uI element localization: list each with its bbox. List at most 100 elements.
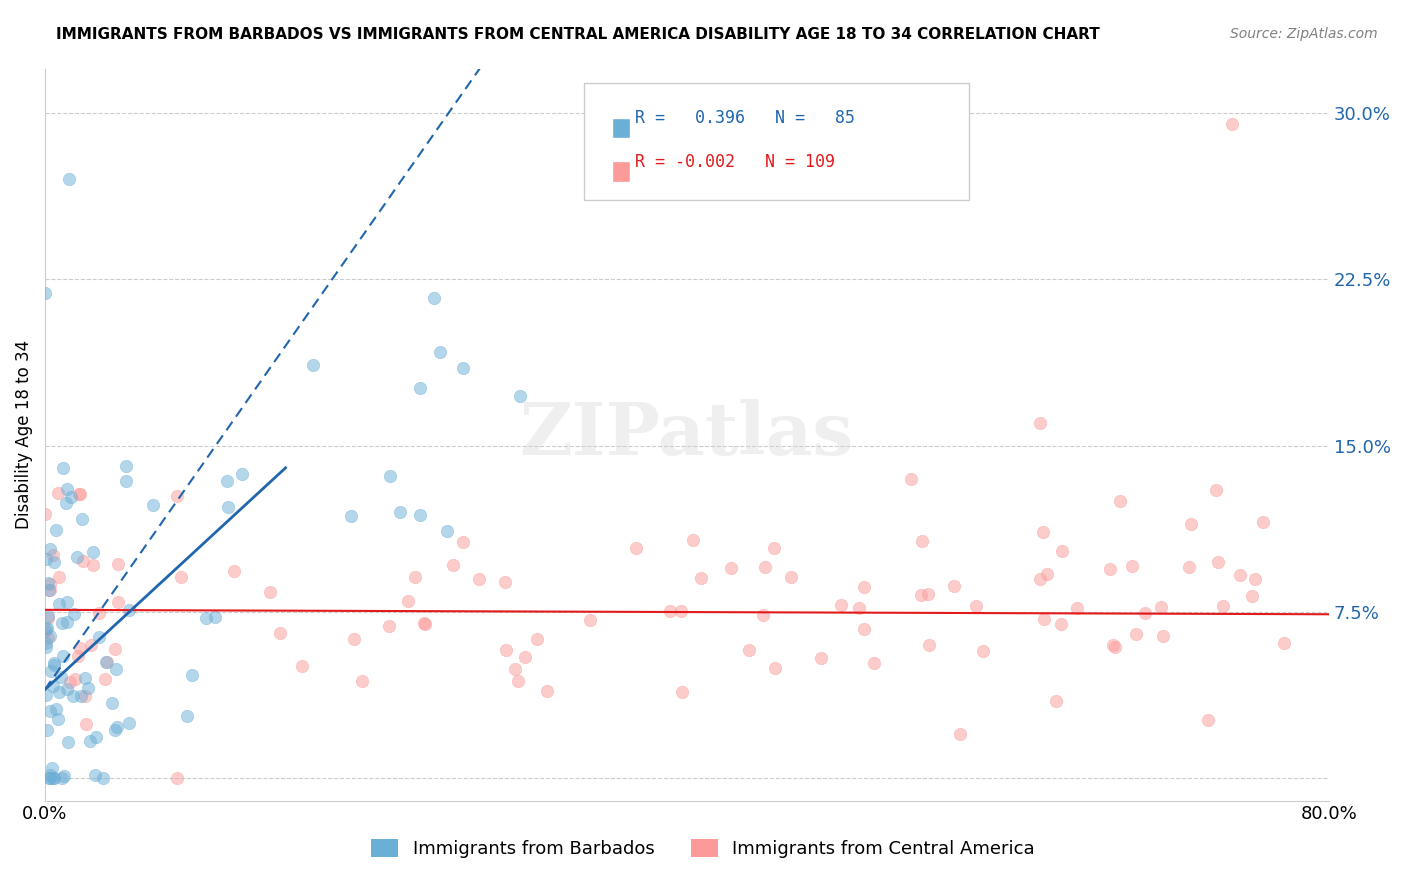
Point <box>467 572 489 586</box>
Point <box>1212 599 1234 613</box>
Bar <box>613 118 630 138</box>
Point <box>1205 483 1227 497</box>
Point <box>509 389 531 403</box>
Point <box>409 381 432 395</box>
Point <box>762 541 785 555</box>
Point <box>115 459 138 474</box>
Point <box>413 616 436 631</box>
Point <box>96 655 118 669</box>
Point <box>39 582 62 597</box>
Point <box>35 723 58 737</box>
Point <box>75 717 97 731</box>
Point <box>67 487 90 501</box>
Point <box>658 605 681 619</box>
Text: ZIPatlas: ZIPatlas <box>520 399 853 470</box>
Point <box>46 486 69 500</box>
Point <box>853 622 876 636</box>
Point <box>269 626 291 640</box>
Point <box>118 602 141 616</box>
Point <box>389 505 412 519</box>
Point <box>52 648 75 663</box>
Point <box>752 608 775 623</box>
Point <box>94 673 117 687</box>
Point <box>76 681 98 695</box>
Point <box>810 651 832 665</box>
Point <box>1152 630 1174 644</box>
Point <box>59 491 82 505</box>
Point <box>222 564 245 578</box>
Point <box>104 723 127 738</box>
Point <box>494 574 516 589</box>
Point <box>87 630 110 644</box>
Point <box>73 671 96 685</box>
Point <box>1036 567 1059 582</box>
Point <box>1180 517 1202 532</box>
Point <box>1253 515 1275 529</box>
Point <box>429 344 451 359</box>
Point <box>96 655 118 669</box>
Point <box>42 772 65 786</box>
Point <box>39 704 62 718</box>
Point <box>451 534 474 549</box>
Point <box>436 524 458 539</box>
Point <box>720 561 742 575</box>
Point <box>37 576 59 591</box>
Point <box>738 643 761 657</box>
Point <box>1045 694 1067 708</box>
Text: R = -0.002   N = 109: R = -0.002 N = 109 <box>636 153 835 171</box>
Point <box>37 632 59 646</box>
Point <box>669 604 692 618</box>
Point <box>42 680 65 694</box>
Point <box>55 615 77 630</box>
Point <box>1032 525 1054 540</box>
Legend: Immigrants from Barbados, Immigrants from Central America: Immigrants from Barbados, Immigrants fro… <box>364 831 1042 865</box>
Text: IMMIGRANTS FROM BARBADOS VS IMMIGRANTS FROM CENTRAL AMERICA DISABILITY AGE 18 TO: IMMIGRANTS FROM BARBADOS VS IMMIGRANTS F… <box>56 27 1099 42</box>
Point <box>42 556 65 570</box>
FancyBboxPatch shape <box>583 83 969 201</box>
Point <box>176 709 198 723</box>
Point <box>848 601 870 615</box>
Point <box>34 624 56 638</box>
Point <box>1050 617 1073 632</box>
Point <box>900 472 922 486</box>
Point <box>82 545 104 559</box>
Point <box>780 570 803 584</box>
Point <box>231 467 253 481</box>
Point <box>259 585 281 599</box>
Point <box>65 550 87 565</box>
Point <box>56 483 79 497</box>
Point <box>166 489 188 503</box>
Point <box>503 662 526 676</box>
Point <box>754 560 776 574</box>
Point <box>378 468 401 483</box>
Point <box>918 638 941 652</box>
Point <box>107 595 129 609</box>
Point <box>63 672 86 686</box>
Point <box>35 640 58 655</box>
Point <box>63 607 86 621</box>
Point <box>942 579 965 593</box>
Point <box>441 558 464 572</box>
Point <box>69 641 91 656</box>
Point <box>1178 560 1201 574</box>
Point <box>80 638 103 652</box>
Point <box>34 507 56 521</box>
Point <box>412 616 434 631</box>
Point <box>66 648 89 663</box>
Y-axis label: Disability Age 18 to 34: Disability Age 18 to 34 <box>15 340 32 529</box>
Point <box>671 684 693 698</box>
Text: R =   0.396   N =   85: R = 0.396 N = 85 <box>636 110 855 128</box>
Point <box>949 727 972 741</box>
Point <box>91 772 114 786</box>
Point <box>170 570 193 584</box>
Point <box>42 657 65 672</box>
Point <box>1029 417 1052 431</box>
Point <box>972 644 994 658</box>
Point <box>526 632 548 647</box>
Point <box>38 768 60 782</box>
Point <box>451 360 474 375</box>
Point <box>396 594 419 608</box>
Point <box>180 668 202 682</box>
Point <box>48 597 70 611</box>
Point <box>404 570 426 584</box>
